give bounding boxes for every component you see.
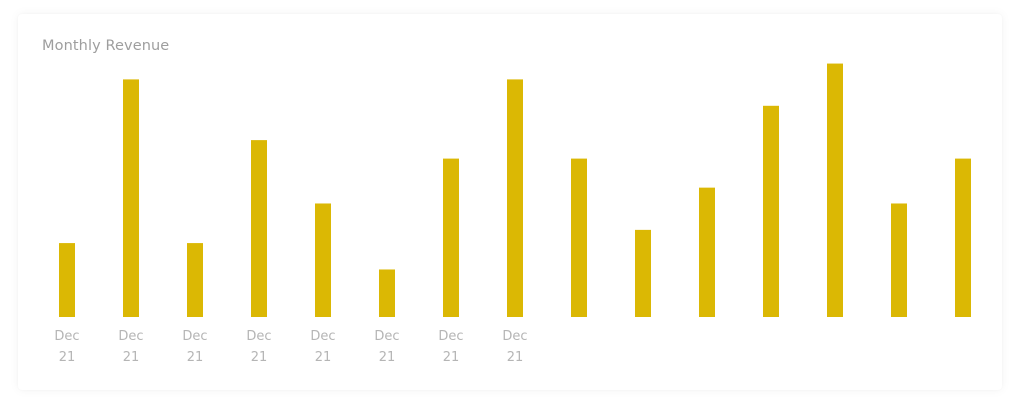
bar xyxy=(891,203,907,317)
x-tick-label-year: 21 xyxy=(379,350,396,365)
chart-title: Monthly Revenue xyxy=(42,38,170,54)
x-tick-label-month: Dec xyxy=(374,329,399,344)
x-tick-label-year: 21 xyxy=(443,350,460,365)
x-tick-label-year: 21 xyxy=(507,350,524,365)
x-tick-label-month: Dec xyxy=(54,329,79,344)
bar xyxy=(571,158,587,317)
bar xyxy=(59,243,75,317)
bar xyxy=(251,140,267,317)
x-tick-label-year: 21 xyxy=(187,350,204,365)
x-tick-label-month: Dec xyxy=(502,329,527,344)
x-tick-label-month: Dec xyxy=(118,329,143,344)
x-axis-ticks: Dec 21 Dec 21 Dec 21 Dec 21 Dec 21 Dec 21 Dec 21 Dec 21 xyxy=(54,329,527,365)
bar xyxy=(955,158,971,317)
x-tick-label-year: 21 xyxy=(315,350,332,365)
x-tick-label-year: 21 xyxy=(251,350,268,365)
bar-chart: Dec 21 Dec 21 Dec 21 Dec 21 Dec 21 Dec 21 Dec 21 Dec 21 xyxy=(54,63,971,365)
bar xyxy=(763,105,779,317)
bars-group xyxy=(59,63,971,318)
bar xyxy=(379,269,395,317)
x-tick-label-year: 21 xyxy=(59,350,76,365)
bar xyxy=(507,79,523,318)
x-tick-label-year: 21 xyxy=(123,350,140,365)
x-tick-label-month: Dec xyxy=(438,329,463,344)
bar xyxy=(699,187,715,317)
x-tick-label-month: Dec xyxy=(182,329,207,344)
bar xyxy=(187,243,203,317)
bar xyxy=(123,79,139,318)
x-tick-label-month: Dec xyxy=(310,329,335,344)
bar xyxy=(635,229,651,317)
bar xyxy=(443,158,459,317)
chart-card: Monthly Revenue Dec 21 Dec 21 Dec 21 Dec 21 Dec 2… xyxy=(18,14,1002,390)
x-tick-label-month: Dec xyxy=(246,329,271,344)
bar xyxy=(315,203,331,317)
bar xyxy=(827,63,843,318)
